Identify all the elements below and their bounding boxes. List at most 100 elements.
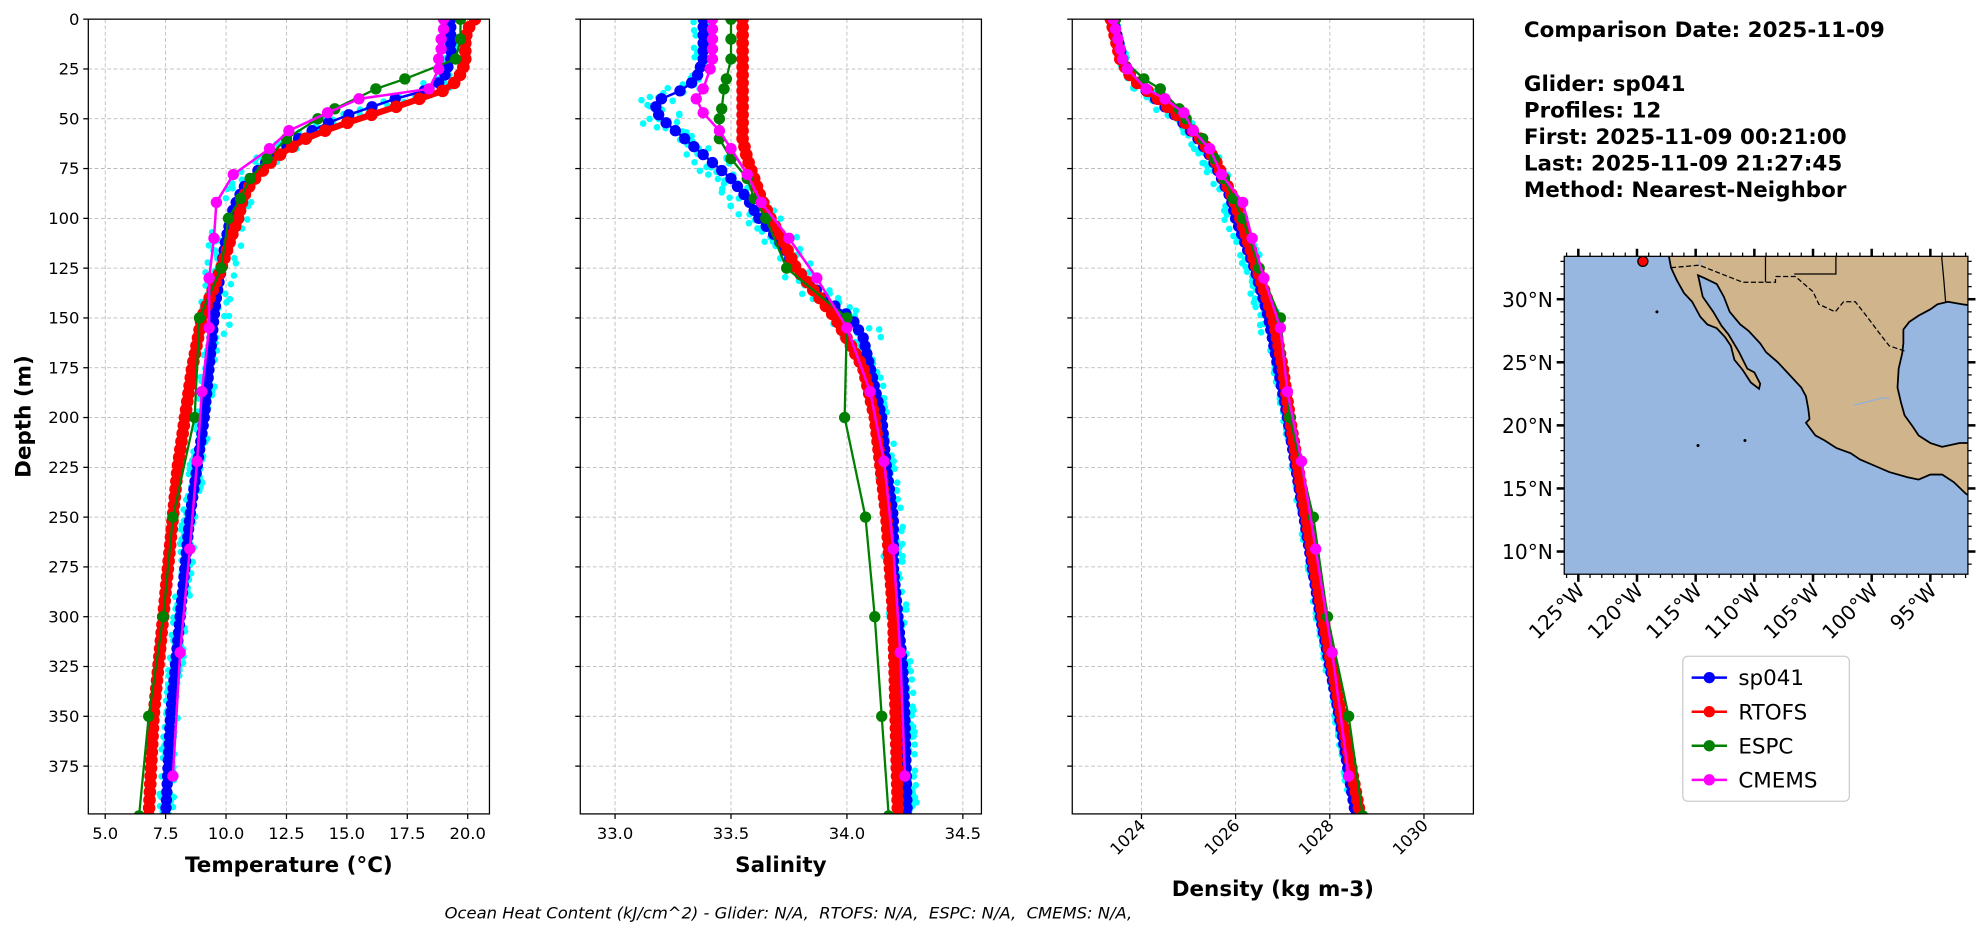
- CMEMS-marker: [713, 125, 726, 137]
- island: [1743, 438, 1747, 443]
- legend-box: [1682, 655, 1850, 802]
- y-tick-label-125: 125: [48, 259, 79, 278]
- legend-label: ESPC: [1738, 734, 1793, 759]
- profile-point: [675, 110, 683, 118]
- profile-point: [899, 552, 906, 560]
- CMEMS-marker: [1246, 232, 1258, 244]
- CMEMS-marker: [1114, 43, 1126, 55]
- CMEMS-marker: [1112, 33, 1124, 45]
- ESPC-marker: [716, 103, 728, 115]
- CMEMS-marker: [704, 63, 716, 75]
- profile-point: [691, 158, 698, 166]
- CMEMS-marker: [1215, 168, 1228, 181]
- CMEMS-marker: [1204, 142, 1216, 155]
- profile-point: [777, 215, 784, 222]
- CMEMS-marker: [184, 543, 196, 555]
- sp041-marker: [655, 93, 668, 105]
- profile-point: [909, 689, 917, 697]
- x-tick-label-1028: 1028: [1295, 816, 1338, 859]
- island: [1696, 444, 1700, 448]
- glider-name: Glider: sp041: [1524, 72, 1686, 97]
- RTOFS-marker: [389, 100, 403, 114]
- x-tick-label-17.5: 17.5: [389, 824, 425, 843]
- profile-point: [745, 219, 753, 227]
- CMEMS-marker: [755, 196, 767, 209]
- legend-label: CMEMS: [1738, 768, 1817, 793]
- CMEMS-marker: [697, 83, 709, 95]
- legend-label: sp041: [1738, 666, 1804, 691]
- CMEMS-marker: [437, 19, 450, 25]
- depth-axis-label: Depth (m): [11, 355, 36, 478]
- profile-point: [726, 194, 733, 201]
- ESPC-marker: [222, 212, 235, 225]
- profile-point: [646, 115, 653, 123]
- sp041-marker: [160, 802, 172, 814]
- land-coastline: [1668, 256, 1968, 497]
- ESPC-marker: [143, 710, 155, 722]
- profile-point: [690, 27, 698, 34]
- profile-point: [877, 333, 885, 341]
- profile-point: [690, 19, 697, 26]
- CMEMS-marker: [435, 43, 447, 55]
- sp041-marker: [688, 140, 700, 153]
- ESPC-marker: [370, 83, 382, 95]
- profile-point: [644, 101, 651, 109]
- map-features: [1637, 256, 1968, 497]
- CMEMS-marker: [1281, 385, 1294, 398]
- lon-tick-label: 115°W: [1641, 578, 1706, 643]
- CMEMS-marker: [878, 455, 890, 468]
- legend: sp041 RTOFS ESPC CMEMS: [1682, 655, 1850, 802]
- sp041-marker: [674, 85, 686, 97]
- RTOFS-marker: [365, 108, 378, 122]
- ESPC-marker: [725, 33, 737, 45]
- profile-point: [692, 32, 699, 39]
- ESPC-marker: [725, 152, 737, 165]
- density-frame: [1071, 18, 1475, 815]
- legend-marker: [1703, 740, 1715, 752]
- ESPC-marker: [261, 152, 273, 165]
- profile-point: [898, 527, 905, 535]
- profile-point: [908, 676, 916, 683]
- profile-point: [879, 382, 887, 390]
- y-tick-label-175: 175: [48, 358, 79, 377]
- CMEMS-marker: [1187, 125, 1199, 137]
- CMEMS-marker: [196, 385, 208, 398]
- x-tick-label-5.0: 5.0: [92, 824, 118, 843]
- y-tick-label-325: 325: [48, 657, 79, 676]
- y-tick-label-225: 225: [48, 458, 79, 477]
- CMEMS-marker: [1310, 543, 1322, 555]
- RTOFS-marker: [413, 92, 426, 106]
- CMEMS-marker: [283, 125, 295, 137]
- profile-point: [664, 84, 672, 92]
- CMEMS-marker: [887, 543, 899, 555]
- x-tick-label-34.0: 34.0: [829, 824, 865, 843]
- y-tick-label-350: 350: [48, 707, 79, 726]
- ESPC-marker: [720, 73, 733, 85]
- CMEMS-marker: [783, 232, 795, 244]
- profile-point: [911, 741, 918, 748]
- profile-point: [186, 592, 193, 599]
- CMEMS-line: [1111, 19, 1350, 777]
- CMEMS-marker: [1295, 455, 1308, 468]
- x-tick-label-12.5: 12.5: [268, 824, 304, 843]
- y-tick-label-375: 375: [48, 757, 79, 776]
- CMEMS-marker: [1140, 83, 1152, 95]
- lat-tick-label: 30°N: [1502, 288, 1553, 312]
- salinity-frame: [579, 18, 983, 815]
- profile-point: [204, 259, 212, 266]
- sp041-marker: [162, 754, 175, 766]
- density-data: [1104, 19, 1369, 814]
- x-tick-label-7.5: 7.5: [153, 824, 179, 843]
- sp041-marker: [445, 37, 457, 49]
- RTOFS-marker: [447, 76, 461, 90]
- CMEMS-marker: [191, 455, 203, 468]
- x-tick-label-20.0: 20.0: [449, 824, 485, 843]
- ESPC-marker: [1342, 710, 1355, 722]
- profile-point: [911, 767, 919, 774]
- sp041-marker: [163, 738, 175, 750]
- CMEMS-marker: [203, 322, 215, 334]
- ESPC-marker: [718, 83, 730, 95]
- profile-point: [222, 290, 229, 298]
- lat-tick-label: 20°N: [1502, 414, 1553, 438]
- salinity-data: [638, 19, 920, 814]
